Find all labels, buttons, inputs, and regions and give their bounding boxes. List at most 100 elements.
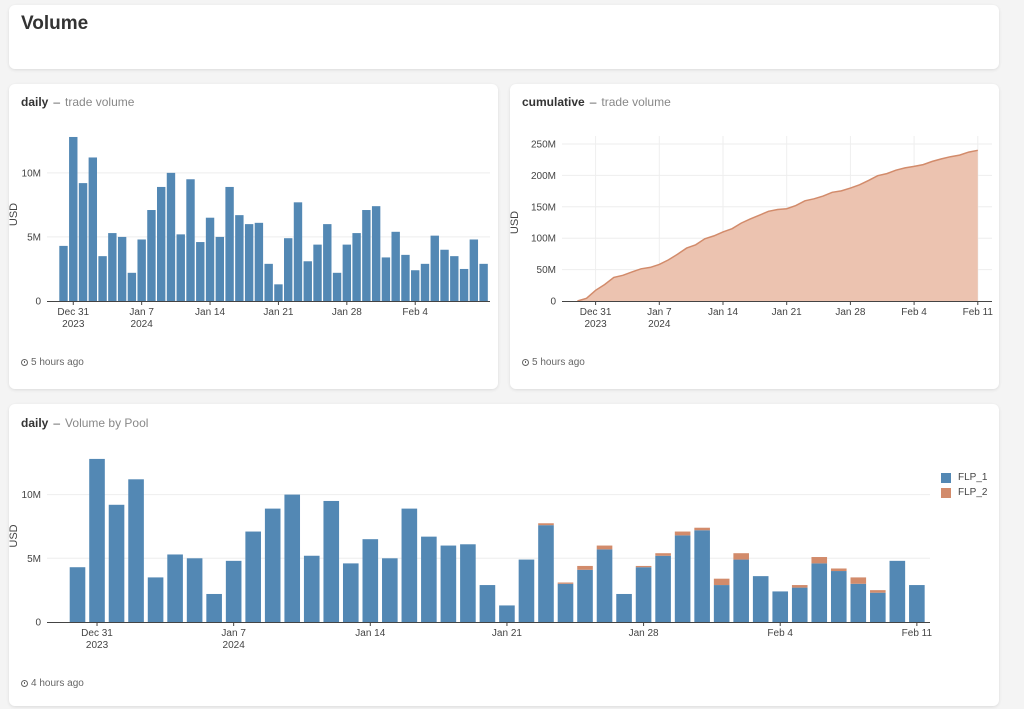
bar bbox=[215, 236, 225, 301]
bar-flp1 bbox=[382, 558, 398, 622]
bar-flp1 bbox=[713, 585, 730, 622]
bar bbox=[88, 157, 98, 301]
bar-flp2 bbox=[694, 527, 710, 531]
bar-flp1 bbox=[128, 479, 144, 622]
bar bbox=[69, 136, 78, 301]
y-tick-label: 50M bbox=[537, 265, 556, 276]
legend-label: FLP_1 bbox=[958, 472, 988, 483]
bar-flp1 bbox=[479, 585, 496, 622]
bar bbox=[420, 263, 430, 301]
bar bbox=[264, 263, 273, 301]
x-tick-label: Jan 14 bbox=[195, 307, 225, 318]
x-tick-sublabel: 2024 bbox=[648, 319, 671, 330]
bar-flp1 bbox=[830, 571, 847, 622]
bar bbox=[401, 254, 410, 301]
bar bbox=[244, 224, 254, 301]
cumulative-volume-updated: 5 hours ago bbox=[522, 357, 585, 368]
legend-swatch bbox=[941, 487, 951, 498]
x-tick-label: Feb 4 bbox=[901, 307, 927, 318]
bar-flp1 bbox=[167, 554, 183, 622]
bar bbox=[323, 224, 332, 301]
bar bbox=[205, 217, 215, 301]
bar-flp2 bbox=[791, 585, 808, 588]
bar bbox=[411, 270, 420, 301]
bar-flp1 bbox=[577, 569, 593, 622]
y-tick-label: 0 bbox=[550, 297, 556, 308]
y-tick-label: 5M bbox=[27, 554, 41, 565]
bar bbox=[313, 244, 322, 301]
x-tick-label: Jan 21 bbox=[492, 628, 522, 639]
card-period: daily bbox=[21, 416, 49, 430]
bar bbox=[284, 238, 293, 301]
volume-by-pool-updated: 4 hours ago bbox=[21, 678, 84, 689]
bar-flp2 bbox=[674, 531, 691, 536]
bar-flp1 bbox=[89, 458, 105, 622]
bar-flp1 bbox=[303, 555, 320, 622]
bar-flp1 bbox=[440, 545, 457, 622]
y-axis-label: USD bbox=[509, 211, 521, 234]
bar-flp1 bbox=[889, 560, 906, 622]
x-tick-sublabel: 2023 bbox=[62, 319, 85, 330]
x-tick-label: Dec 31 bbox=[81, 628, 113, 639]
bar-flp2 bbox=[830, 568, 847, 572]
x-tick-label: Jan 21 bbox=[772, 307, 802, 318]
x-tick-label: Dec 31 bbox=[580, 307, 612, 318]
x-tick-sublabel: 2024 bbox=[223, 640, 246, 651]
x-tick-label: Feb 11 bbox=[902, 628, 933, 639]
bar-flp1 bbox=[694, 530, 710, 622]
bar-flp1 bbox=[460, 544, 476, 622]
x-tick-label: Jan 21 bbox=[263, 307, 293, 318]
bar-flp1 bbox=[850, 583, 867, 622]
bar bbox=[137, 239, 146, 301]
bar-flp1 bbox=[499, 605, 515, 622]
clock-icon bbox=[522, 359, 529, 366]
bar bbox=[352, 233, 361, 301]
y-tick-label: 10M bbox=[22, 168, 41, 179]
bar bbox=[127, 272, 137, 301]
bar bbox=[78, 183, 88, 301]
x-tick-label: Jan 28 bbox=[629, 628, 659, 639]
pool-legend: FLP_1 FLP_2 bbox=[941, 470, 987, 500]
bar-flp1 bbox=[421, 536, 437, 622]
bar bbox=[117, 236, 127, 301]
x-tick-label: Jan 14 bbox=[708, 307, 738, 318]
bar-flp1 bbox=[752, 576, 769, 622]
bar-flp1 bbox=[772, 591, 789, 622]
legend-item-flp1[interactable]: FLP_1 bbox=[941, 470, 987, 485]
bar-flp2 bbox=[811, 557, 828, 564]
bar-flp1 bbox=[245, 531, 261, 622]
bar-flp2 bbox=[635, 565, 652, 568]
bar-flp2 bbox=[577, 565, 593, 570]
bar bbox=[176, 234, 185, 301]
updated-text: 5 hours ago bbox=[31, 357, 84, 368]
legend-label: FLP_2 bbox=[958, 487, 988, 498]
y-tick-label: 5M bbox=[27, 232, 41, 243]
volume-by-pool-title: daily – Volume by Pool bbox=[21, 416, 149, 430]
header-card bbox=[9, 5, 999, 69]
y-tick-label: 150M bbox=[531, 202, 556, 213]
y-tick-label: 250M bbox=[531, 140, 556, 151]
bar bbox=[450, 256, 459, 301]
legend-item-flp2[interactable]: FLP_2 bbox=[941, 485, 987, 500]
bar-flp1 bbox=[284, 494, 301, 622]
bar-flp1 bbox=[206, 593, 222, 622]
bar-flp2 bbox=[538, 523, 554, 526]
bar-flp1 bbox=[323, 500, 340, 622]
bar bbox=[186, 179, 195, 301]
bar-flp1 bbox=[909, 585, 925, 622]
bar-flp1 bbox=[401, 508, 418, 622]
bar bbox=[430, 235, 439, 301]
x-tick-label: Dec 31 bbox=[57, 307, 89, 318]
bar-flp1 bbox=[616, 593, 632, 622]
x-tick-label: Feb 4 bbox=[402, 307, 428, 318]
bar-flp1 bbox=[147, 577, 164, 622]
bar-flp1 bbox=[870, 592, 886, 622]
bar bbox=[254, 222, 264, 301]
daily-volume-updated: 5 hours ago bbox=[21, 357, 84, 368]
bar bbox=[274, 284, 283, 301]
x-tick-label: Jan 7 bbox=[129, 307, 154, 318]
legend-swatch bbox=[941, 472, 951, 483]
bar bbox=[235, 215, 244, 301]
bar-flp1 bbox=[733, 559, 749, 622]
